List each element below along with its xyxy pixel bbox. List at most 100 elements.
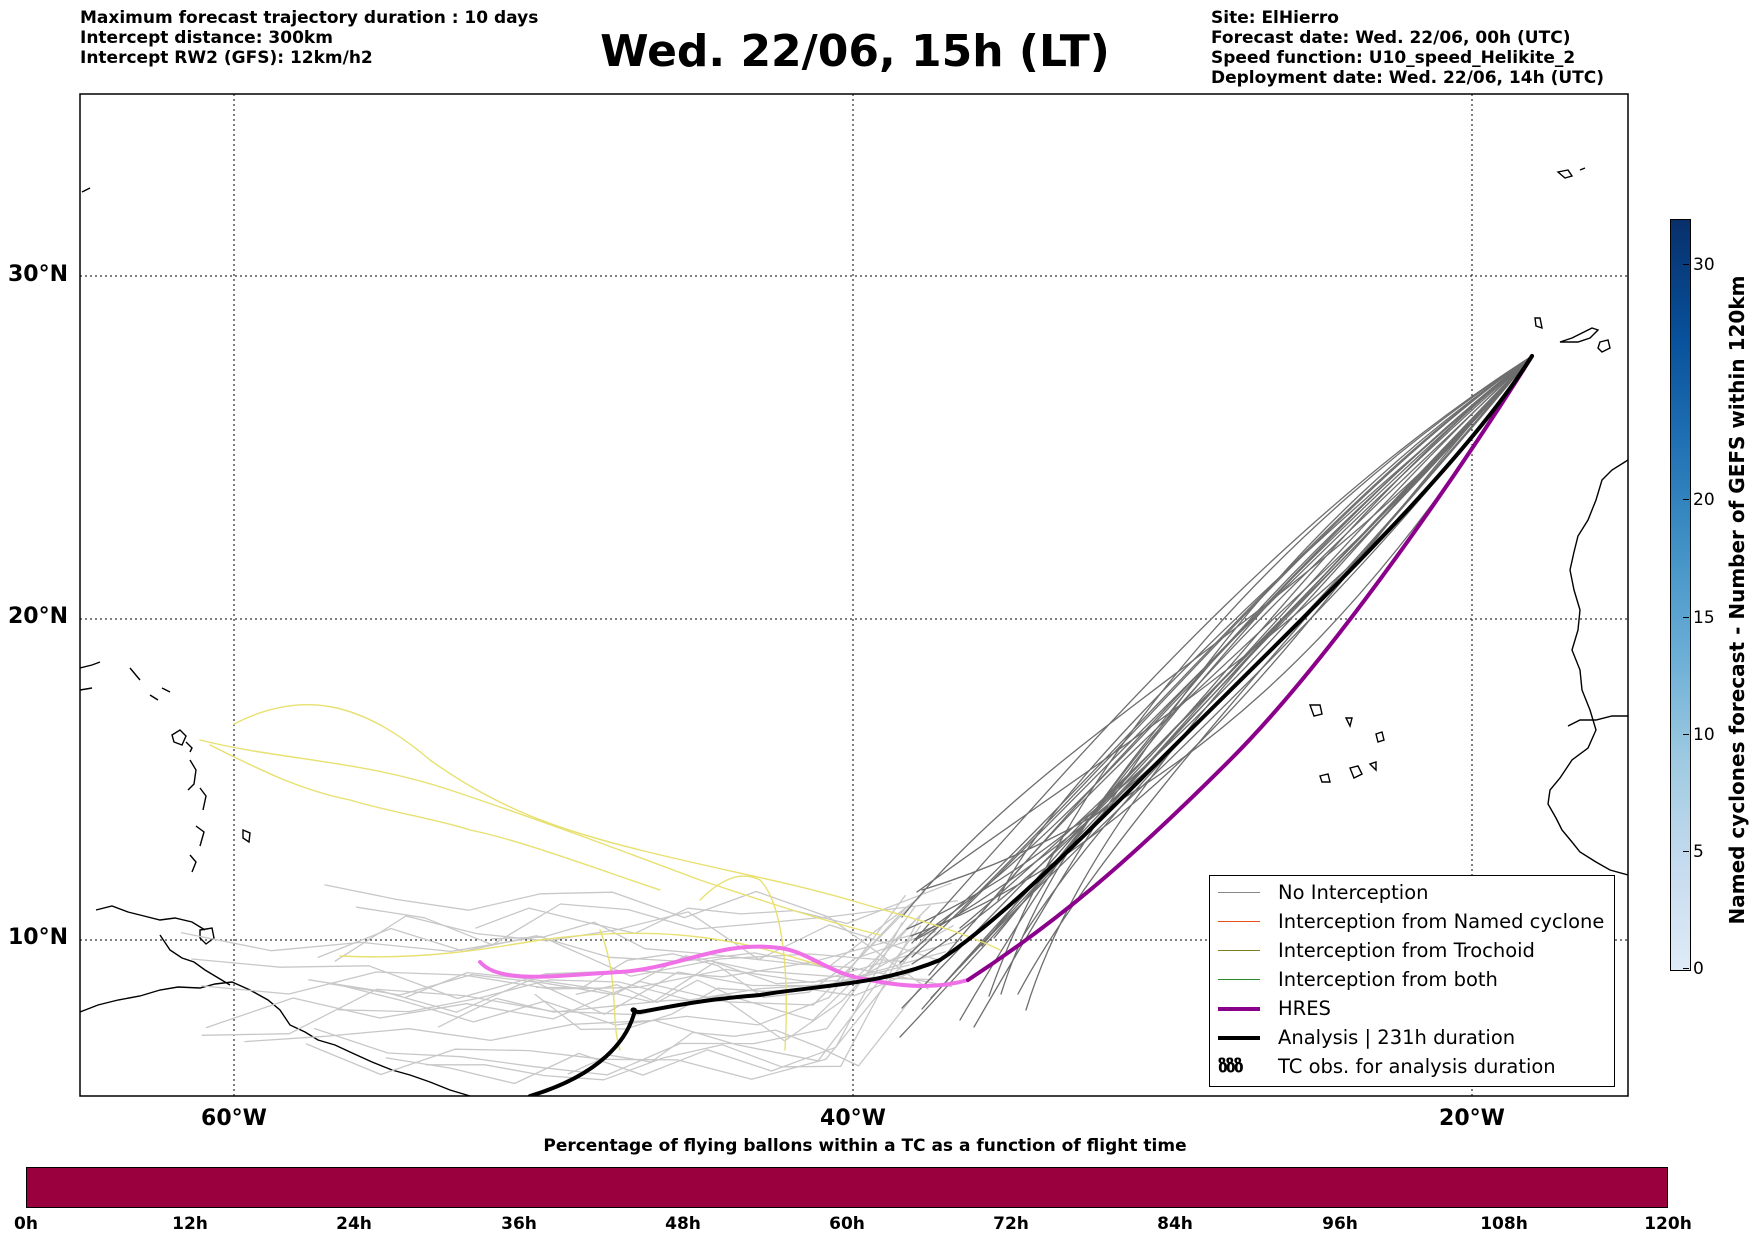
yellow-trajectory	[599, 929, 621, 1051]
no-interception-trajectory	[314, 906, 916, 1076]
ensemble-trajectory	[973, 355, 1533, 1028]
legend-label: TC obs. for analysis duration	[1278, 1055, 1556, 1078]
no-interception-trajectory	[205, 891, 925, 1029]
legend-label: Interception from Trochoid	[1278, 939, 1535, 962]
deployment-date-text: Deployment date: Wed. 22/06, 14h (UTC)	[1211, 68, 1605, 88]
ensemble-trajectory	[959, 355, 1533, 929]
forecast-parameters: Maximum forecast trajectory duration : 1…	[80, 8, 538, 68]
ensemble-trajectory	[899, 355, 1533, 964]
max-duration-text: Maximum forecast trajectory duration : 1…	[80, 8, 539, 28]
no-interception-trajectory	[491, 921, 953, 988]
map-frame	[79, 93, 1629, 1097]
coast-canary-islands	[1559, 327, 1611, 353]
colorbar-tickmark	[1683, 499, 1689, 500]
flight-time-tick: 60h	[829, 1214, 865, 1234]
legend-label: Interception from both	[1278, 968, 1498, 991]
legend-label: HRES	[1278, 997, 1331, 1020]
lat-label-10n: 10°N	[8, 925, 69, 950]
colorbar-tickmark	[1683, 617, 1689, 618]
ensemble-trajectory	[911, 355, 1533, 944]
intercept-distance-text: Intercept distance: 300km	[80, 28, 333, 48]
ensemble-trajectory	[901, 355, 1533, 918]
colorbar-tickmark	[1683, 968, 1689, 969]
legend-item-both: Interception from both	[1218, 965, 1498, 994]
flight-time-tick: 36h	[501, 1214, 537, 1234]
flight-time-tick: 84h	[1157, 1214, 1193, 1234]
yellow-trajectory	[233, 703, 1001, 951]
analysis-trajectory	[528, 354, 1534, 1096]
ensemble-trajectory	[997, 355, 1533, 901]
ensemble-trajectory	[928, 355, 1533, 976]
site-parameters: Site: ElHierro Forecast date: Wed. 22/06…	[1211, 8, 1604, 88]
no-interception-trajectory	[338, 951, 947, 1013]
coast-canary-azores	[1556, 167, 1586, 179]
no-interception-trajectory	[334, 911, 942, 962]
lat-label-20n: 20°N	[8, 604, 69, 629]
speed-function-text: Speed function: U10_speed_Helikite_2	[1211, 48, 1576, 68]
intercept-rw2-text: Intercept RW2 (GFS): 12km/h2	[80, 48, 373, 68]
legend-item-analysis: Analysis | 231h duration	[1218, 1023, 1515, 1052]
no-interception-trajectory	[244, 925, 922, 1062]
colorbar-tick-10: 10	[1693, 725, 1715, 745]
flight-time-tick: 48h	[665, 1214, 701, 1234]
hres-trajectory-west	[478, 944, 970, 988]
forecast-date-text: Forecast date: Wed. 22/06, 00h (UTC)	[1211, 28, 1571, 48]
legend-item-trochoid: Interception from Trochoid	[1218, 936, 1535, 965]
colorbar-tick-15: 15	[1693, 608, 1715, 628]
yellow-trajectory	[699, 875, 787, 1051]
no-interception-trajectory	[180, 932, 905, 977]
ensemble-trajectory	[930, 355, 1533, 999]
no-interception-trajectory	[201, 940, 960, 995]
legend-label: Analysis | 231h duration	[1278, 1026, 1516, 1049]
colorbar-tick-5: 5	[1693, 842, 1704, 862]
coast-trinidad	[199, 927, 215, 945]
coast-island-b	[242, 828, 251, 844]
legend-item-no-interception: No Interception	[1218, 878, 1429, 907]
legend-swatch	[1218, 950, 1260, 951]
legend-item-hres: HRES	[1218, 994, 1331, 1023]
coast-africa	[1547, 459, 1628, 876]
colorbar-tick-0: 0	[1693, 959, 1704, 979]
lon-label-20w: 20°W	[1439, 1106, 1505, 1131]
cyclone-colorbar	[1670, 219, 1691, 971]
trajectory-lines	[180, 354, 1534, 1096]
flight-time-tick: 12h	[172, 1214, 208, 1234]
coast-africa-inner	[1567, 715, 1628, 727]
legend-swatch	[1218, 892, 1260, 893]
colorbar-tick-20: 20	[1693, 490, 1715, 510]
coast-island-a	[171, 729, 187, 746]
legend-item-named-cyclone: Interception from Named cyclone	[1218, 907, 1604, 936]
colorbar-tickmark	[1683, 851, 1689, 852]
no-interception-trajectory	[191, 933, 918, 1000]
flight-time-tick: 120h	[1644, 1214, 1692, 1234]
legend-swatch	[1218, 1035, 1260, 1040]
colorbar-label: Named cyclones forecast - Number of GEFS…	[1725, 275, 1749, 925]
yellow-trajectory	[339, 932, 831, 969]
lon-label-40w: 40°W	[820, 1106, 886, 1131]
lat-label-30n: 30°N	[8, 262, 69, 287]
no-interception-trajectory	[404, 906, 908, 1003]
coast-madeira	[1534, 317, 1543, 330]
coast-lesser-antilles	[185, 741, 207, 873]
yellow-trajectory	[209, 744, 661, 891]
legend-label: Interception from Named cyclone	[1278, 910, 1605, 933]
flight-time-tick: 0h	[14, 1214, 38, 1234]
no-interception-trajectory	[534, 970, 915, 1031]
no-interception-trajectory	[475, 882, 952, 934]
coast-guyana	[159, 934, 231, 986]
flight-time-tick: 96h	[1322, 1214, 1358, 1234]
coast-caribbean-top	[80, 661, 171, 701]
lon-label-60w: 60°W	[201, 1106, 267, 1131]
no-interception-trajectory	[324, 884, 929, 990]
coast-south-america	[80, 981, 471, 1096]
tc-symbol-icon: ზზზ	[1218, 1056, 1244, 1077]
colorbar-tick-30: 30	[1693, 255, 1715, 275]
legend-swatch	[1218, 921, 1260, 922]
coast-cape-verde	[1309, 704, 1385, 783]
colorbar-tickmark	[1683, 734, 1689, 735]
coast-tiny-isle	[81, 187, 91, 193]
ensemble-trajectory	[911, 355, 1533, 965]
coast-venezuela-islands	[95, 905, 206, 931]
flight-time-colorbar	[26, 1167, 1668, 1208]
